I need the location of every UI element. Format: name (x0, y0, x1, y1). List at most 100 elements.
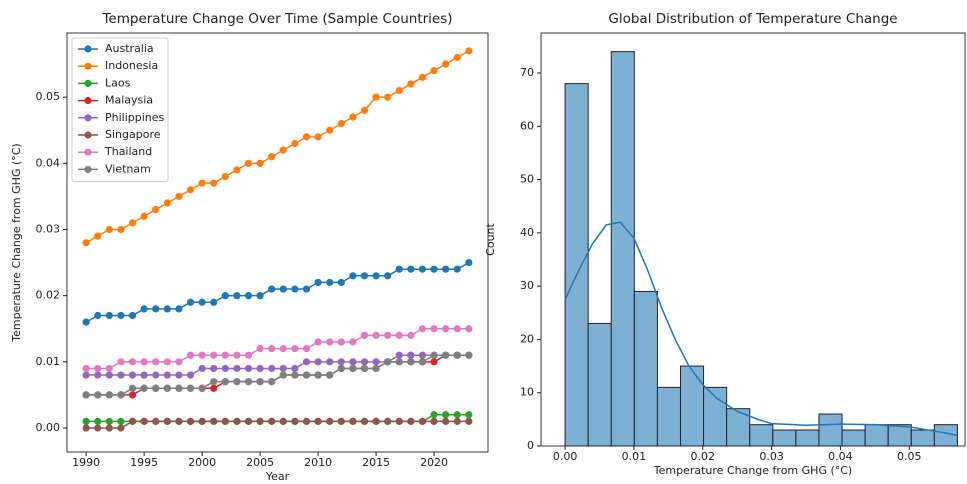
data-point (337, 338, 345, 346)
data-point (105, 364, 113, 373)
data-point (453, 325, 461, 333)
series-line (85, 261, 470, 323)
y-tick-label: 30 (520, 279, 534, 292)
data-point (453, 351, 461, 359)
data-point (152, 305, 160, 313)
data-point (82, 391, 90, 399)
data-point (418, 358, 427, 366)
data-point (140, 384, 148, 392)
legend: Australia Indonesia Laos Malaysia Philippine… (71, 37, 169, 183)
data-point (117, 358, 125, 366)
data-point (94, 364, 102, 373)
data-point (105, 311, 113, 320)
y-tick-label: 40 (520, 226, 534, 239)
data-point (268, 153, 276, 161)
x-axis-label: Year (265, 470, 290, 483)
data-point (430, 417, 438, 425)
legend-label: Thailand (104, 145, 152, 158)
y-tick-label: 0.05 (36, 90, 61, 103)
legend-label: Singapore (105, 128, 161, 141)
data-point (418, 265, 427, 273)
legend-marker (84, 114, 92, 122)
hist-bar (818, 413, 843, 447)
data-point (210, 364, 218, 373)
data-point (279, 285, 287, 293)
data-point (198, 298, 206, 306)
data-point (442, 60, 450, 68)
data-point (152, 206, 160, 214)
hist-bar (910, 429, 935, 447)
data-point (326, 278, 334, 287)
data-point (407, 80, 415, 88)
hist-bar (679, 365, 705, 447)
data-point (198, 364, 206, 373)
x-tick-label: 0.03 (759, 450, 784, 463)
data-point (337, 364, 345, 373)
data-point (453, 53, 461, 62)
data-point (163, 305, 171, 313)
data-point (291, 364, 299, 373)
data-point (244, 159, 253, 167)
data-point (175, 305, 183, 313)
data-point (465, 411, 473, 419)
data-point (221, 292, 229, 300)
data-point (175, 358, 183, 366)
data-point (105, 417, 113, 425)
data-point (326, 371, 334, 379)
data-point (82, 371, 90, 379)
data-point (337, 358, 345, 366)
hist-bar (564, 83, 589, 447)
data-point (430, 358, 438, 366)
hist-bar (772, 429, 797, 447)
data-point (244, 292, 253, 300)
legend-label: Australia (105, 42, 154, 55)
data-point (244, 364, 253, 373)
data-point (314, 358, 322, 366)
data-point (314, 133, 322, 141)
data-point (360, 272, 369, 280)
x-tick-label: 0.01 (622, 450, 647, 463)
data-point (291, 139, 299, 148)
data-point (418, 325, 427, 333)
data-point (302, 371, 311, 379)
data-point (372, 93, 380, 101)
data-point (430, 265, 438, 273)
data-point (465, 325, 473, 333)
data-point (82, 364, 90, 373)
legend-label: Vietnam (105, 162, 151, 175)
series-line (86, 354, 469, 396)
data-point (175, 192, 183, 201)
data-point (395, 358, 403, 366)
data-point (233, 417, 241, 425)
data-point (163, 371, 171, 379)
legend-box (71, 37, 169, 183)
data-point (291, 285, 299, 293)
data-point (314, 278, 322, 287)
data-point (233, 364, 241, 373)
data-point (279, 371, 287, 379)
hist-bar (633, 290, 658, 447)
data-point (407, 417, 415, 425)
data-point (105, 391, 113, 399)
data-point (395, 331, 403, 339)
data-point (430, 411, 438, 419)
y-tick-label: 0 (527, 439, 534, 452)
data-point (302, 285, 311, 293)
x-tick-label: 2010 (304, 456, 332, 469)
legend-marker (84, 131, 92, 139)
legend-marker (84, 79, 92, 87)
hist-bar (610, 51, 635, 447)
data-point (395, 351, 403, 359)
data-point (442, 265, 450, 273)
data-point (140, 212, 148, 220)
data-point (268, 417, 276, 425)
data-point (221, 172, 229, 181)
data-point (372, 358, 380, 366)
data-point (395, 86, 403, 95)
data-point (256, 417, 264, 425)
data-point (186, 417, 195, 425)
data-point (198, 179, 206, 187)
data-point (244, 378, 253, 386)
data-point (465, 351, 473, 359)
